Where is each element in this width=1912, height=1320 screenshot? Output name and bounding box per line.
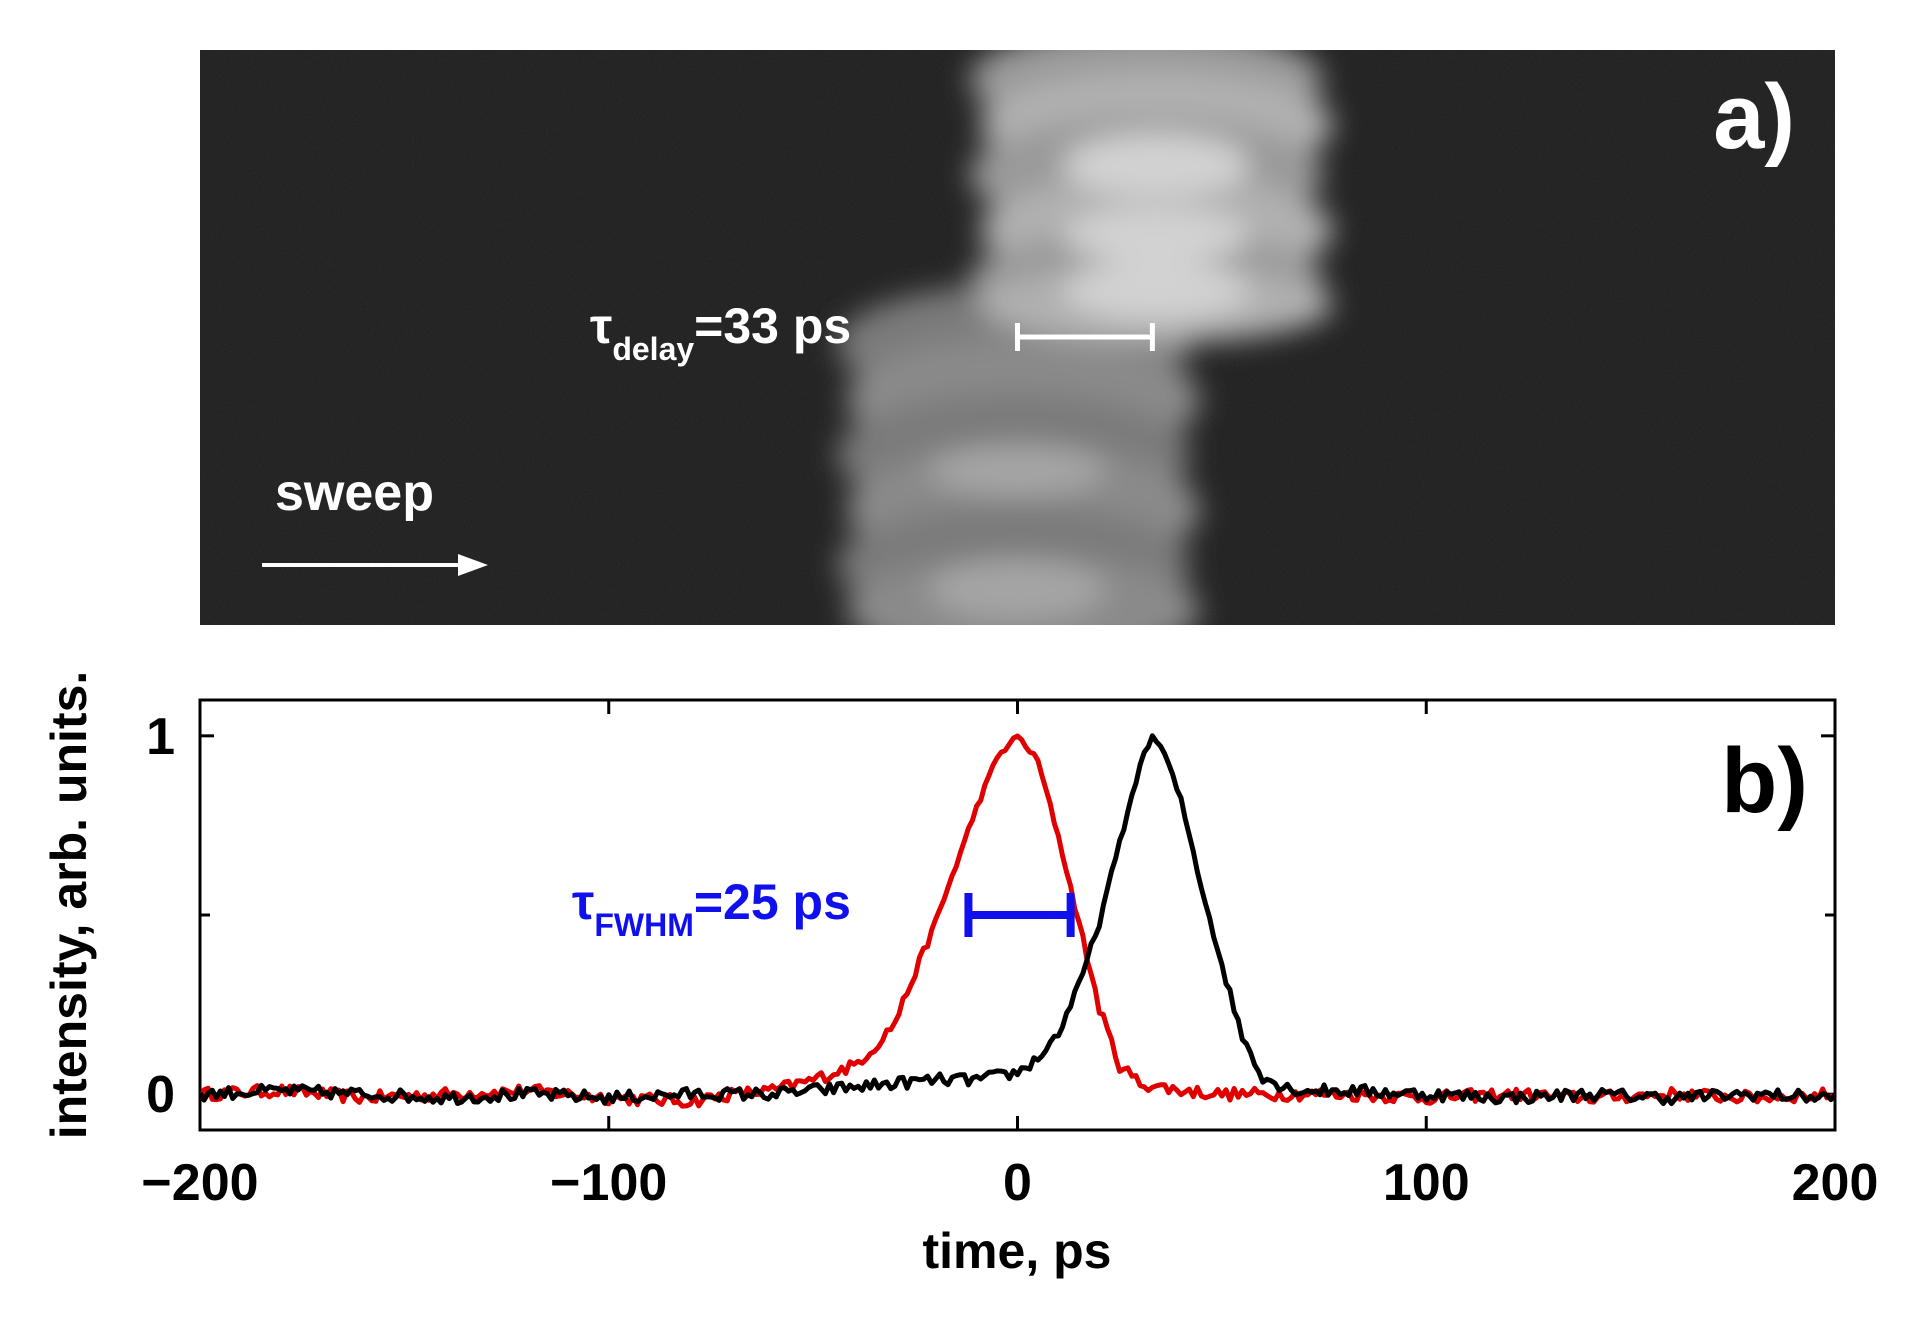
x-tick-label: 0 (1003, 1154, 1032, 1212)
delay-subscript: delay (612, 331, 694, 367)
series-line-2 (200, 733, 1835, 1107)
streak-core-delayed (1063, 260, 1250, 320)
fwhm-value-text: =25 ps (694, 874, 851, 930)
fwhm-subscript: FWHM (594, 907, 694, 943)
y-tick-label: 1 (146, 708, 175, 766)
delay-value-text: =33 ps (694, 298, 851, 354)
x-tick-label: 100 (1383, 1154, 1470, 1212)
delay-symbol: τ (590, 298, 612, 354)
series-line-1 (200, 733, 1835, 1109)
sweep-label: sweep (275, 464, 434, 522)
x-tick-label: −200 (141, 1154, 258, 1212)
fwhm-annotation: τFWHM=25 ps (572, 874, 851, 943)
y-axis-label: intensity, arb. units. (41, 671, 97, 1140)
fwhm-symbol: τ (572, 874, 594, 930)
x-tick-label: 200 (1792, 1154, 1879, 1212)
x-axis-label: time, ps (923, 1223, 1112, 1279)
y-tick-label: 0 (146, 1066, 175, 1124)
streak-core-delayed (1063, 133, 1250, 197)
data-series (200, 733, 1835, 1109)
streak-core-early (929, 444, 1106, 496)
panel-b-chart: −200 −100 0 100 200 0 1 τFWHM=25 ps b) time, p… (41, 671, 1878, 1279)
axis-ticks: −200 −100 0 100 200 0 1 (141, 700, 1878, 1212)
chart-annotations: τFWHM=25 ps (572, 874, 1075, 943)
panel-b-label: b) (1721, 730, 1808, 832)
sweep-arrow-icon (262, 554, 488, 576)
delay-marker-bar (1015, 323, 1155, 351)
panel-a-streak-image: a) τdelay=33 ps sweep (200, 50, 1835, 625)
delay-annotation: τdelay=33 ps (590, 298, 851, 367)
panel-a-label: a) (1713, 66, 1795, 168)
x-tick-label: −100 (550, 1154, 667, 1212)
streak-core-early (929, 560, 1106, 620)
streak-traces (836, 50, 1333, 625)
streak-core-delayed (1063, 207, 1250, 263)
